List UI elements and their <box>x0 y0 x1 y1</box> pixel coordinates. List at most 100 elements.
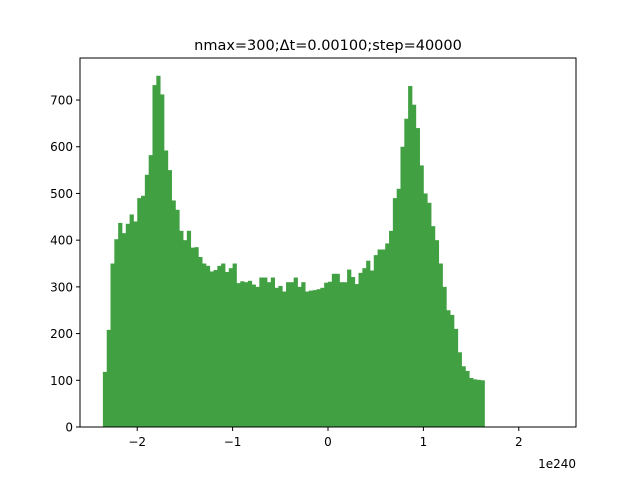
histogram-bar <box>110 263 115 427</box>
y-tick-label: 300 <box>50 280 73 294</box>
histogram-bar <box>255 286 260 427</box>
histogram-bar <box>385 243 390 427</box>
histogram-bar <box>431 226 436 427</box>
histogram-bar <box>228 268 234 427</box>
histogram-bar <box>240 281 245 427</box>
x-tick-label: −2 <box>128 435 146 449</box>
histogram-bar <box>202 263 207 427</box>
histogram-bar <box>392 198 398 427</box>
x-tick-label: −1 <box>224 435 242 449</box>
histogram-bar <box>461 366 466 427</box>
histogram-bar <box>373 255 378 427</box>
histogram-bar <box>179 230 184 427</box>
histogram-bar <box>263 277 268 427</box>
histogram-bar <box>396 188 401 427</box>
histogram-bar <box>289 282 295 427</box>
histogram-bar <box>308 290 314 427</box>
histogram-bar <box>247 280 253 427</box>
histogram-bar <box>121 233 127 427</box>
x-axis-scale-note: 1e240 <box>538 457 576 471</box>
histogram-bar <box>305 291 310 427</box>
histogram-bar <box>209 271 214 427</box>
histogram-bar <box>137 198 142 427</box>
histogram-bar <box>163 150 169 428</box>
histogram-bar <box>251 284 256 427</box>
histogram-bar <box>144 174 150 427</box>
y-tick-label: 0 <box>65 421 73 435</box>
histogram-bar <box>167 170 172 427</box>
histogram-bar <box>175 209 180 427</box>
histogram-bar <box>328 281 333 427</box>
histogram-bar <box>476 379 482 427</box>
histogram-bar <box>434 240 440 427</box>
histogram-bar <box>194 247 199 427</box>
histogram-bar <box>190 247 195 427</box>
histogram-bar <box>350 277 356 427</box>
histogram-bar <box>129 214 134 427</box>
histogram-bar <box>224 271 230 427</box>
histogram-bar <box>369 270 375 427</box>
x-tick-label: 2 <box>515 435 523 449</box>
y-tick-label: 500 <box>50 187 73 201</box>
x-axis: −2 −1 0 1 2 <box>128 427 523 449</box>
histogram-bar <box>183 240 188 427</box>
histogram-bar <box>480 380 485 427</box>
histogram-bar <box>472 379 478 427</box>
histogram-bar <box>221 263 226 427</box>
bars-group <box>102 75 485 428</box>
histogram-bar <box>125 223 130 427</box>
histogram-bar <box>270 277 275 427</box>
y-tick-label: 400 <box>50 234 73 248</box>
histogram-bar <box>427 202 432 427</box>
histogram-bar <box>286 282 291 427</box>
histogram-bar <box>106 329 111 427</box>
histogram-bar <box>114 239 119 427</box>
histogram-bar <box>354 284 359 427</box>
histogram-bar <box>156 75 161 427</box>
histogram-bar <box>400 146 405 427</box>
histogram-bar <box>232 263 237 427</box>
histogram-bar <box>198 256 203 427</box>
histogram-bar <box>331 273 337 427</box>
histogram-bar <box>335 273 340 427</box>
histogram-bar <box>408 86 413 427</box>
histogram-bar <box>465 370 470 427</box>
histogram-bar <box>442 286 447 427</box>
histogram-bar <box>438 263 443 427</box>
histogram-bar <box>347 269 352 427</box>
histogram-bar <box>278 285 283 427</box>
histogram-bar <box>366 260 371 427</box>
histogram-bar <box>160 94 165 428</box>
histogram-bar <box>404 118 409 427</box>
histogram-bar <box>469 377 474 427</box>
histogram-bar <box>171 200 176 427</box>
histogram-bar <box>389 230 394 427</box>
histogram-bar <box>324 282 329 427</box>
histogram-bar <box>377 249 382 427</box>
x-tick-label: 0 <box>324 435 332 449</box>
histogram-bar <box>419 165 424 427</box>
histogram-bar <box>339 282 344 427</box>
y-tick-label: 100 <box>50 374 73 388</box>
histogram-bar <box>274 287 279 427</box>
y-tick-label: 200 <box>50 327 73 341</box>
histogram-bar <box>152 85 157 427</box>
histogram-bar <box>301 282 306 427</box>
histogram-bar <box>297 286 302 427</box>
chart-title: nmax=300;Δt=0.00100;step=40000 <box>194 38 462 54</box>
histogram-bar <box>358 272 363 427</box>
histogram-bar <box>381 249 386 427</box>
histogram-bar <box>411 104 417 428</box>
histogram-bar <box>457 352 462 427</box>
histogram-bar <box>266 282 272 427</box>
x-tick-label: 1 <box>420 435 428 449</box>
histogram-bar <box>236 283 241 427</box>
y-tick-label: 600 <box>50 140 73 154</box>
histogram-bar <box>213 270 218 427</box>
histogram-bar <box>217 265 222 427</box>
histogram-bar <box>293 277 298 427</box>
y-axis: 0 100 200 300 400 500 600 700 <box>50 94 80 435</box>
histogram-bar <box>282 291 287 427</box>
histogram-bar <box>415 128 420 427</box>
